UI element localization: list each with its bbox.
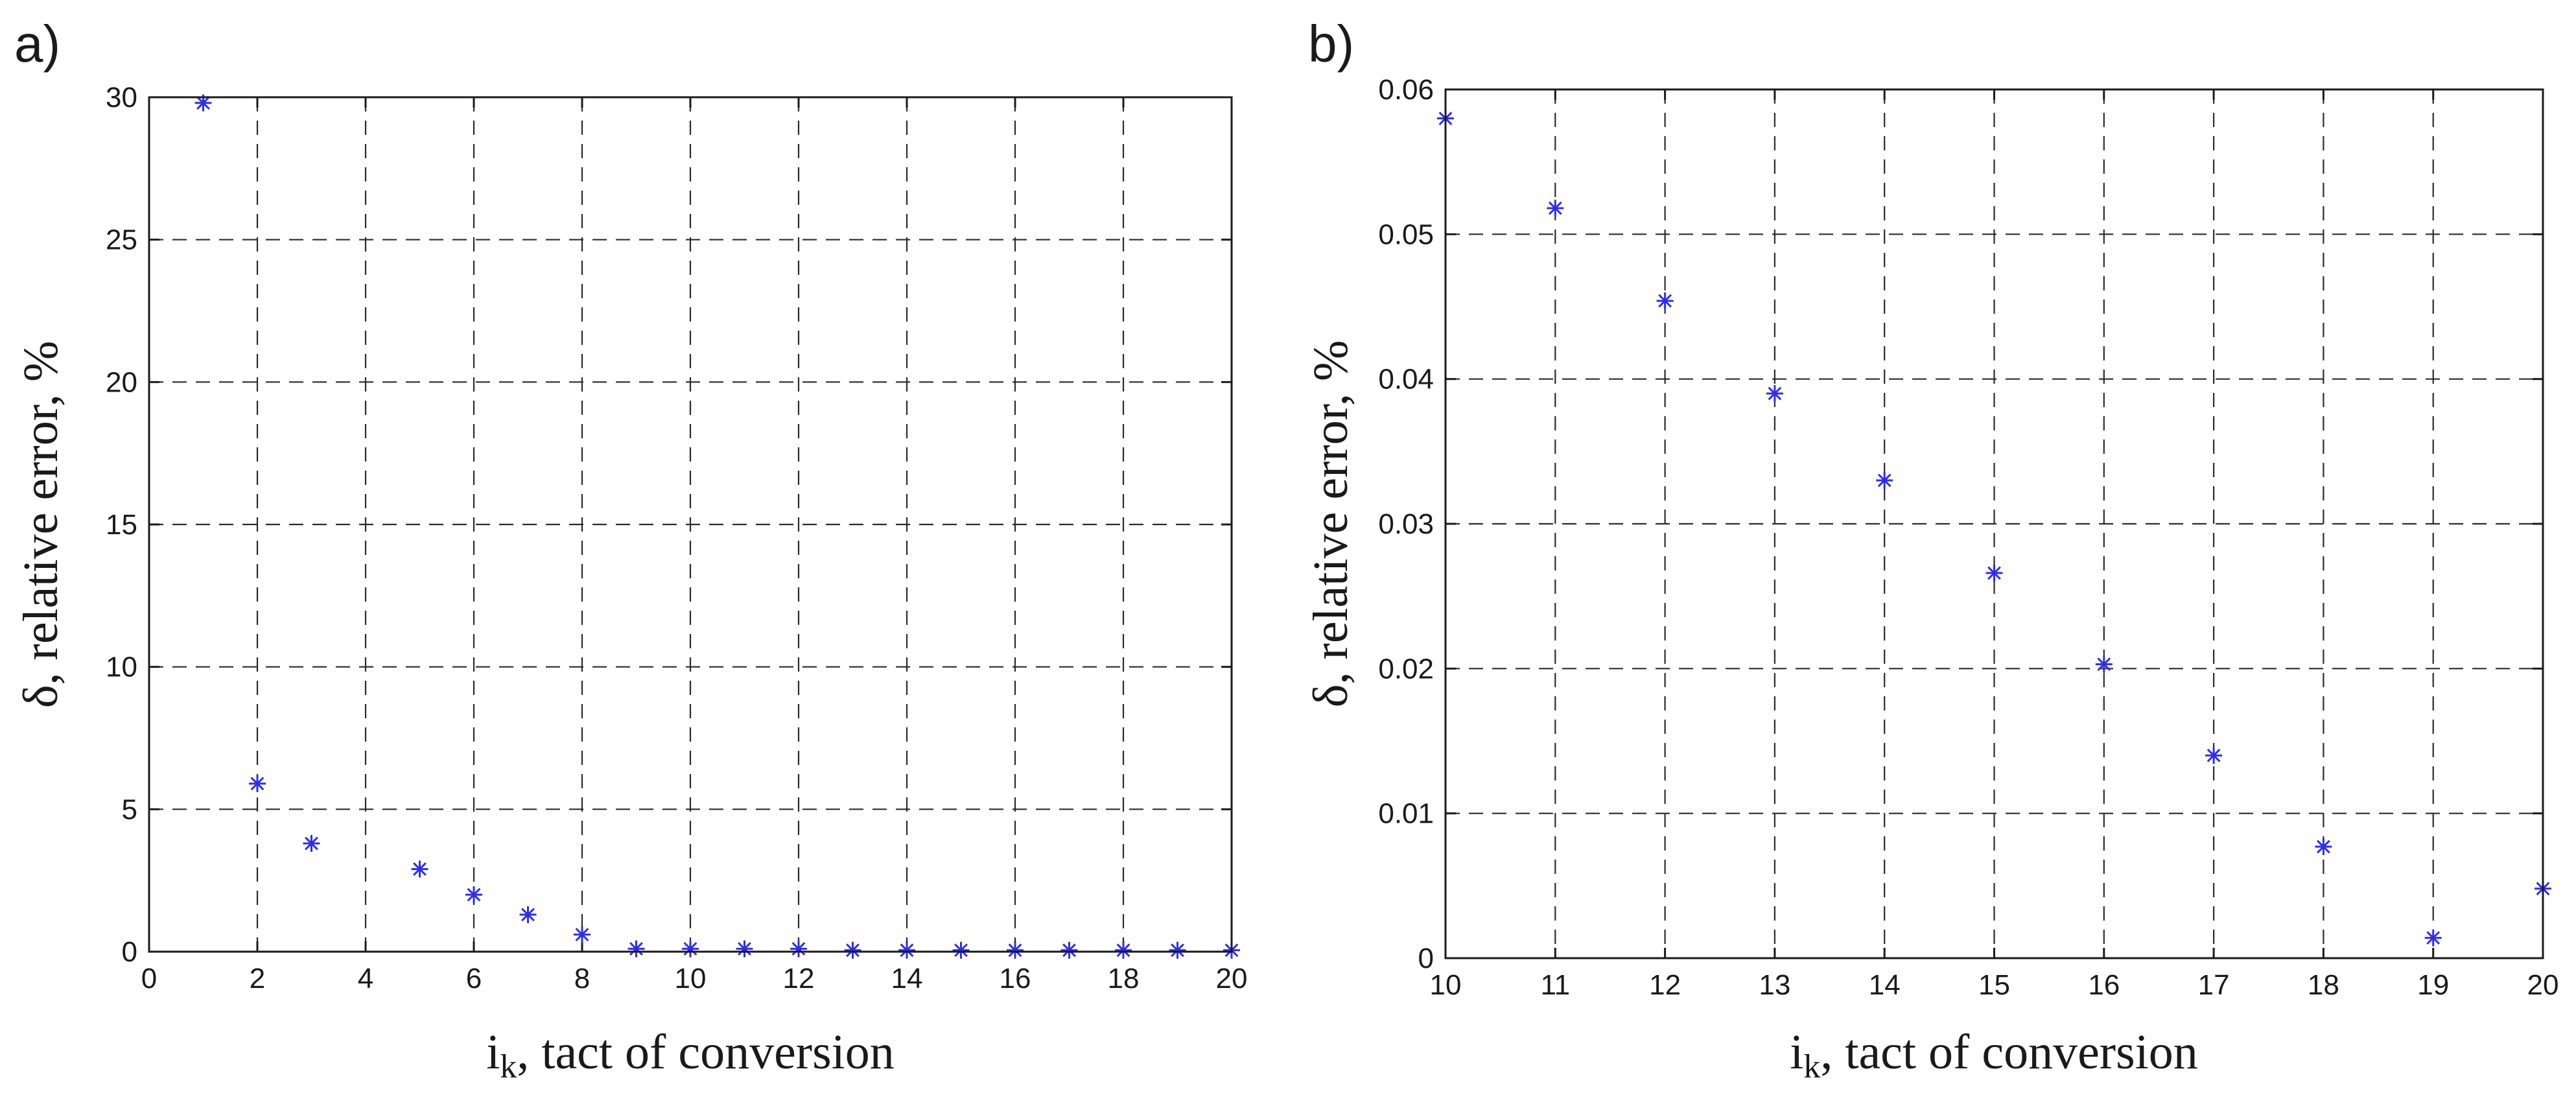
panel-b-y-tick-labels: 0 0.01 0.02 0.03 0.04 0.05 0.06 xyxy=(1378,74,1434,974)
panel-a-data-point xyxy=(1007,941,1024,959)
panel-b-y-tick-label: 0.06 xyxy=(1378,74,1434,106)
panel-a-data-point xyxy=(574,926,591,943)
panel-a-x-tick-label: 2 xyxy=(250,963,265,994)
panel-a-x-tick-label: 0 xyxy=(141,963,157,994)
panel-a-data-point xyxy=(844,941,861,959)
panel-a-x-tick-label: 14 xyxy=(891,963,923,994)
panel-b-data-point xyxy=(2205,747,2223,764)
panel-b-x-tick-label: 19 xyxy=(2417,969,2449,1001)
panel-a-data-point xyxy=(898,941,915,959)
panel-a-x-title-main: i xyxy=(486,1025,500,1079)
panel-a-chart: a) 0 2 4 6 8 10 12 14 16 18 20 0 5 10 15 20 25 30 ik, ta… xyxy=(14,15,1247,1085)
panel-b-x-tick-label: 13 xyxy=(1759,969,1790,1001)
panel-b-y-tick-label: 0.05 xyxy=(1378,218,1434,250)
panel-a-x-tick-label: 12 xyxy=(783,963,815,994)
panel-b-x-tick-label: 14 xyxy=(1869,969,1901,1001)
panel-a-points xyxy=(194,94,1240,959)
panel-b-x-title-main: i xyxy=(1790,1025,1803,1079)
panel-a-grid xyxy=(149,97,1232,952)
panel-b-data-point xyxy=(1766,385,1783,402)
panel-b-data-point xyxy=(1547,200,1564,217)
panel-b-x-axis-title: ik, tact of conversion xyxy=(1790,1025,2198,1085)
panel-a-data-point xyxy=(465,886,482,904)
panel-b-x-tick-label: 16 xyxy=(2088,969,2120,1001)
panel-b-x-title-sub: k xyxy=(1803,1048,1820,1085)
panel-a-x-title-rest: , tact of conversion xyxy=(517,1025,894,1079)
panel-a-y-tick-label: 15 xyxy=(106,509,137,541)
panel-b-data-point xyxy=(1876,472,1893,489)
panel-a-data-point xyxy=(790,940,807,958)
panel-b-y-tick-label: 0.01 xyxy=(1378,798,1434,830)
panel-b-y-tick-label: 0 xyxy=(1418,943,1434,974)
panel-a-data-point xyxy=(1169,941,1186,959)
panel-b-y-tick-label: 0.02 xyxy=(1378,653,1434,685)
panel-b-x-tick-label: 15 xyxy=(1978,969,2010,1001)
panel-a-data-point xyxy=(411,860,428,878)
panel-a-label: a) xyxy=(14,15,60,73)
panel-a-plot-frame xyxy=(148,96,1233,953)
panel-a-x-tick-label: 20 xyxy=(1216,963,1248,994)
panel-a-y-tick-label: 5 xyxy=(122,793,137,825)
panel-a-data-point xyxy=(1060,941,1078,959)
panel-b-x-tick-label: 12 xyxy=(1649,969,1681,1001)
panel-b-x-tick-label: 11 xyxy=(1540,969,1570,1001)
panel-b-y-tick-label: 0.04 xyxy=(1378,364,1434,395)
panel-a-y-tick-labels: 0 5 10 15 20 25 30 xyxy=(106,82,137,968)
panel-a-y-tick-label: 25 xyxy=(106,224,137,256)
panel-a-y-tick-label: 20 xyxy=(106,366,137,398)
panel-b-y-tick-label: 0.03 xyxy=(1378,508,1434,540)
panel-a-x-tick-label: 18 xyxy=(1108,963,1140,994)
panel-a-data-point xyxy=(682,940,699,958)
panel-a-x-tick-label: 6 xyxy=(466,963,482,994)
panel-a-x-title-sub: k xyxy=(500,1048,517,1085)
panel-a-x-tick-label: 16 xyxy=(1000,963,1031,994)
panel-a-x-tick-label: 10 xyxy=(675,963,707,994)
panel-b-x-tick-label: 10 xyxy=(1430,969,1462,1001)
panel-a-y-tick-label: 10 xyxy=(106,652,137,683)
panel-b-grid xyxy=(1446,89,2543,958)
panel-a-x-tick-labels: 0 2 4 6 8 10 12 14 16 18 20 xyxy=(141,963,1248,994)
panel-a-data-point xyxy=(952,941,970,959)
panel-b-x-title-rest: , tact of conversion xyxy=(1820,1025,2197,1079)
panel-a-y-axis-title: δ, relative error, % xyxy=(14,341,68,709)
panel-a-y-tick-label: 0 xyxy=(122,936,137,968)
panel-a-data-point xyxy=(519,906,537,923)
panel-b-chart: b) 10 11 12 13 14 15 16 17 18 19 20 00.010.020.030… xyxy=(1304,15,2558,1085)
panel-a-data-point xyxy=(736,940,753,958)
panel-b-data-point xyxy=(2315,838,2332,856)
panel-b-x-tick-label: 17 xyxy=(2198,969,2230,1001)
panel-a-data-point xyxy=(1115,941,1132,959)
panel-a-data-point xyxy=(303,835,320,852)
panel-b-y-axis-title: δ, relative error, % xyxy=(1304,340,1358,708)
panel-a-data-point xyxy=(627,940,645,958)
panel-b-data-point xyxy=(2424,929,2442,946)
panel-b-x-tick-label: 18 xyxy=(2308,969,2339,1001)
panel-b-label: b) xyxy=(1308,15,1354,73)
panel-a-x-tick-label: 8 xyxy=(574,963,590,994)
panel-b-data-point xyxy=(1656,292,1674,310)
panel-a-x-axis-title: ik, tact of conversion xyxy=(486,1025,895,1085)
panel-a-x-tick-label: 4 xyxy=(358,963,373,994)
panel-b-data-point xyxy=(1985,564,2003,582)
panel-b-plot-frame xyxy=(1444,88,2544,959)
panel-b-x-tick-labels: 10 11 12 13 14 15 16 17 18 19 20 xyxy=(1430,969,2559,1001)
panel-a-data-point xyxy=(249,775,266,792)
panel-b-x-tick-label: 20 xyxy=(2527,969,2559,1001)
panel-a-y-tick-label: 30 xyxy=(106,82,137,113)
panel-b-data-point xyxy=(2095,655,2113,673)
